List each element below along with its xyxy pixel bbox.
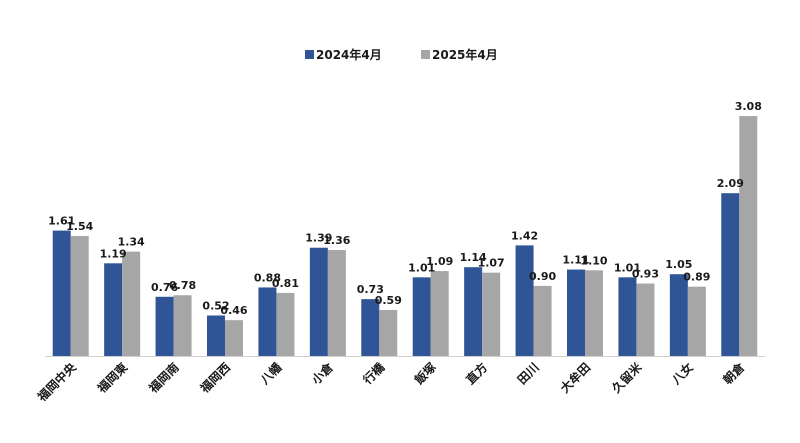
value-label-1-0: 1.54 (66, 220, 93, 233)
value-label-1-1: 1.34 (118, 236, 145, 249)
category-label-9: 田川 (515, 360, 542, 387)
bars-group (52, 116, 758, 357)
bar-0-13 (721, 193, 740, 356)
value-label-0-1: 1.19 (100, 247, 127, 260)
value-label-1-6: 0.59 (375, 294, 402, 307)
legend-swatch-0 (305, 50, 314, 59)
legend-swatch-1 (421, 50, 430, 59)
bar-1-2 (173, 295, 192, 356)
bar-0-8 (464, 267, 483, 356)
legend: 2024年4月 2025年4月 (305, 47, 498, 62)
category-label-6: 行橋 (359, 359, 388, 388)
bar-0-1 (104, 263, 123, 356)
bar-1-8 (482, 272, 501, 356)
value-label-0-8: 1.14 (460, 251, 487, 264)
bar-1-9 (533, 285, 552, 356)
category-label-4: 八幡 (256, 359, 285, 388)
value-label-1-2: 0.78 (169, 279, 196, 292)
value-label-0-6: 0.73 (357, 283, 384, 296)
bar-0-0 (52, 230, 71, 356)
value-label-0-11: 1.01 (614, 261, 641, 274)
bar-1-12 (687, 286, 706, 356)
category-label-10: 大牟田 (557, 360, 593, 396)
bar-1-6 (379, 310, 398, 356)
bar-1-13 (739, 116, 758, 357)
value-label-0-12: 1.05 (665, 258, 692, 271)
category-label-5: 小倉 (308, 359, 336, 387)
value-label-1-5: 1.36 (323, 234, 350, 247)
value-label-1-13: 3.08 (735, 100, 762, 113)
bar-1-4 (276, 292, 295, 356)
category-label-3: 福岡西 (196, 360, 233, 397)
bar-1-3 (225, 320, 243, 356)
bar-0-3 (207, 315, 225, 356)
bar-0-12 (669, 274, 688, 356)
value-label-1-4: 0.81 (272, 277, 299, 290)
value-label-0-10: 1.11 (562, 254, 589, 267)
bar-0-10 (567, 269, 585, 356)
legend-label-1: 2025年4月 (432, 47, 498, 62)
bar-0-6 (361, 299, 380, 356)
value-label-1-3: 0.46 (220, 304, 247, 317)
value-label-0-3: 0.52 (202, 299, 229, 312)
value-label-1-8: 1.07 (478, 257, 505, 270)
bar-1-7 (430, 271, 449, 356)
bar-1-10 (585, 270, 603, 356)
bar-0-5 (309, 247, 328, 356)
bar-0-9 (515, 245, 534, 356)
value-label-0-7: 1.01 (408, 261, 435, 274)
category-label-13: 朝倉 (720, 359, 748, 387)
bar-0-2 (155, 296, 174, 356)
category-label-2: 福岡南 (145, 360, 182, 397)
category-label-8: 直方 (463, 360, 491, 388)
category-label-1: 福岡東 (93, 360, 130, 397)
x-axis: 福岡中央 福岡東 福岡南 福岡西 八幡 小倉 行橋 飯塚 直方 田川 大牟田 久留米 八女 朝倉 (34, 356, 765, 405)
bar-0-4 (258, 287, 277, 356)
bar-1-0 (70, 236, 89, 356)
bar-0-7 (412, 277, 431, 356)
value-label-1-11: 0.93 (632, 268, 659, 281)
bar-1-11 (636, 283, 655, 356)
bar-1-5 (327, 250, 346, 356)
category-label-0: 福岡中央 (34, 359, 80, 405)
category-label-12: 八女 (668, 360, 696, 388)
value-label-1-10: 1.10 (580, 254, 607, 267)
value-labels-group: 1.611.54 1.191.34 0.760.78 0.520.46 0.880.81… (48, 100, 762, 317)
legend-label-0: 2024年4月 (316, 47, 382, 62)
category-label-7: 飯塚 (411, 360, 439, 388)
value-label-0-0: 1.61 (48, 215, 75, 228)
value-label-1-7: 1.09 (426, 255, 453, 268)
value-label-0-13: 2.09 (717, 177, 744, 190)
value-label-0-9: 1.42 (511, 229, 538, 242)
value-label-1-12: 0.89 (683, 271, 710, 284)
bar-1-1 (122, 251, 141, 356)
value-label-1-9: 0.90 (529, 270, 556, 283)
category-label-11: 久留米 (608, 359, 645, 396)
value-label-0-5: 1.39 (305, 232, 332, 245)
value-label-0-4: 0.88 (254, 271, 281, 284)
value-label-0-2: 0.76 (151, 281, 178, 294)
bar-0-11 (618, 277, 637, 356)
